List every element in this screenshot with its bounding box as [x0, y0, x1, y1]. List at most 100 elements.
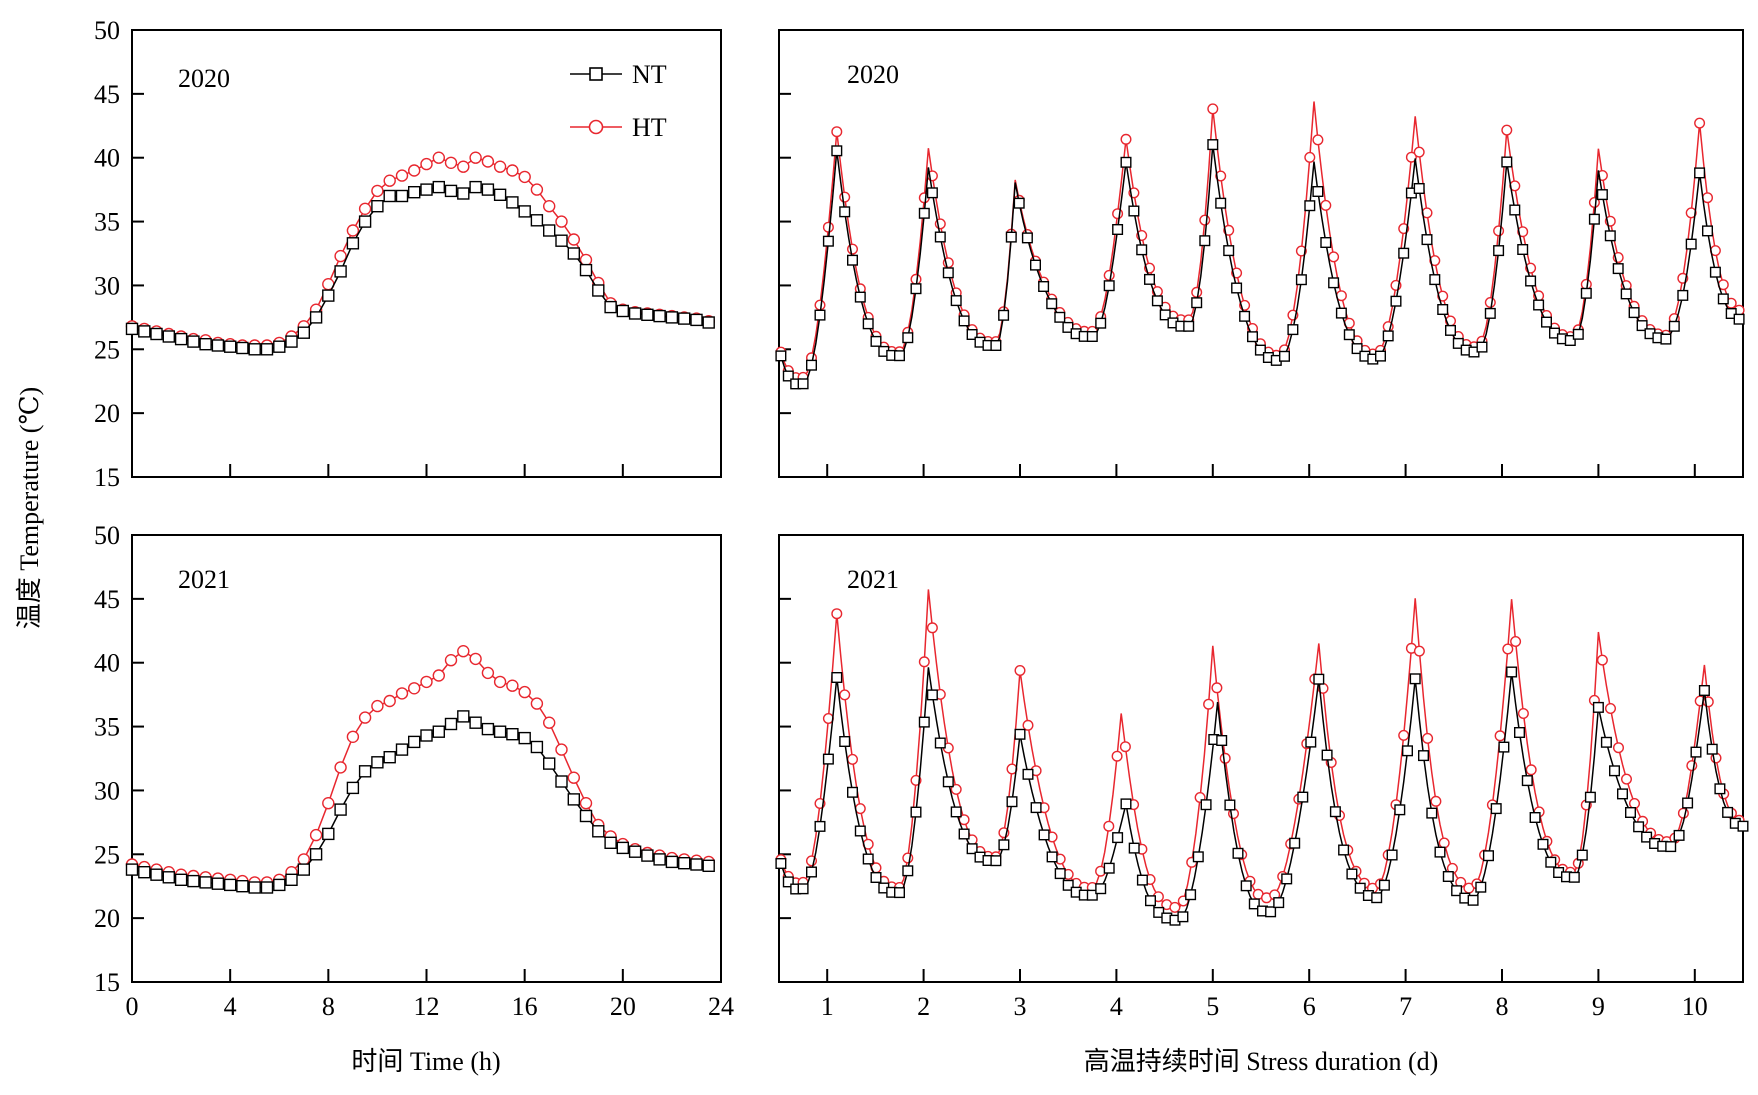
data-point-nt [1305, 736, 1317, 748]
data-point-nt [1525, 275, 1537, 287]
data-point-nt [481, 722, 495, 736]
data-point-nt [806, 359, 818, 371]
data-point-nt [395, 743, 409, 756]
data-point-ht [1701, 192, 1713, 204]
data-point-nt [1576, 849, 1588, 861]
data-point-nt [469, 180, 482, 194]
data-point-ht [567, 771, 580, 784]
data-point-ht [530, 183, 544, 196]
data-point-nt [1604, 230, 1616, 242]
data-point-ht [408, 682, 421, 695]
year-label-daily-2021: 2021 [178, 565, 230, 594]
data-point-nt [702, 859, 715, 872]
data-point-nt [1254, 344, 1266, 356]
data-point-nt [346, 781, 360, 795]
panel-frame-daily-2021 [131, 534, 722, 983]
data-point-nt [174, 332, 188, 346]
data-point-ht [831, 126, 843, 138]
data-point-nt [1289, 837, 1301, 849]
data-point-ht [567, 233, 580, 246]
data-point-nt [567, 793, 580, 806]
data-point-nt [150, 327, 163, 341]
data-point-nt [1240, 880, 1252, 892]
data-point-nt [1200, 799, 1212, 811]
y-tick-label-daily-2020-50: 50 [94, 16, 120, 45]
data-point-nt [162, 871, 176, 884]
data-point-nt [236, 341, 249, 355]
data-point-ht [309, 828, 323, 842]
data-point-ht [839, 191, 851, 203]
data-point-nt [862, 318, 874, 330]
data-point-ht [518, 170, 531, 184]
data-point-nt [1062, 321, 1074, 333]
data-point-ht [1219, 752, 1231, 764]
data-point-ht [1493, 225, 1505, 237]
data-point-nt [1005, 231, 1017, 243]
data-point-nt [1580, 287, 1592, 299]
data-point-nt [1215, 197, 1227, 209]
data-point-nt [1191, 297, 1203, 309]
data-point-nt [1482, 850, 1494, 862]
data-point-nt [1112, 223, 1124, 235]
data-point-nt [1265, 906, 1277, 918]
data-point-nt [1328, 277, 1340, 289]
data-point-nt [1120, 798, 1132, 810]
data-point-nt [1493, 245, 1505, 257]
data-point-ht [1295, 245, 1307, 257]
data-point-ht [1207, 103, 1219, 115]
data-point-ht [1320, 199, 1332, 211]
series-markers-daily-2020-ht [125, 151, 715, 352]
data-point-nt [138, 866, 151, 879]
data-point-nt [223, 340, 237, 353]
data-point-nt [1192, 851, 1204, 863]
data-point-ht [1120, 133, 1132, 145]
data-point-nt [797, 378, 809, 390]
data-point-nt [862, 853, 874, 865]
data-point-ht [555, 215, 568, 228]
data-point-nt [1628, 307, 1640, 319]
data-point-nt [1451, 885, 1463, 897]
data-point-nt [1612, 263, 1624, 275]
data-point-ht [543, 199, 556, 213]
data-point-ht [371, 184, 384, 198]
data-point-nt [1498, 741, 1510, 753]
data-point-nt [990, 855, 1002, 867]
data-point-nt [1054, 311, 1066, 323]
data-point-nt [665, 855, 679, 869]
series-markers-duration-2021-nt [775, 666, 1749, 926]
y-tick-label-daily-2020-45: 45 [94, 80, 120, 109]
data-point-nt [1273, 897, 1285, 909]
data-point-ht [1199, 214, 1211, 226]
data-point-nt [958, 315, 970, 327]
x-tick-label-daily-2021-16: 16 [512, 992, 538, 1021]
data-point-nt [616, 841, 629, 855]
data-point-ht [1517, 226, 1529, 238]
data-point-nt [1564, 335, 1576, 347]
data-point-nt [966, 843, 978, 855]
data-point-ht [346, 224, 360, 237]
data-point-nt [248, 343, 261, 356]
data-point-nt [1501, 156, 1513, 168]
data-point-nt [309, 848, 323, 861]
data-point-nt [493, 725, 507, 738]
x-tick-label-duration-2021-10: 10 [1682, 992, 1708, 1021]
data-point-ht [481, 155, 495, 168]
data-point-nt [579, 809, 593, 823]
data-point-nt [1725, 308, 1737, 320]
data-point-nt [309, 311, 323, 324]
data-point-nt [1588, 213, 1600, 225]
x-tick-label-duration-2021-9: 9 [1592, 992, 1605, 1021]
data-point-nt [383, 751, 396, 764]
legend-marker-ht [588, 119, 604, 135]
data-point-nt [1046, 851, 1058, 863]
data-point-nt [950, 295, 962, 307]
x-tick-label-daily-2021-4: 4 [224, 992, 237, 1021]
data-point-nt [506, 196, 519, 209]
data-point-nt [493, 188, 507, 202]
panel-frame-duration-2021 [778, 534, 1744, 983]
data-point-nt [1030, 802, 1042, 814]
year-label-duration-2021: 2021 [847, 565, 899, 594]
data-point-nt [1343, 329, 1355, 341]
data-point-nt [174, 873, 188, 886]
